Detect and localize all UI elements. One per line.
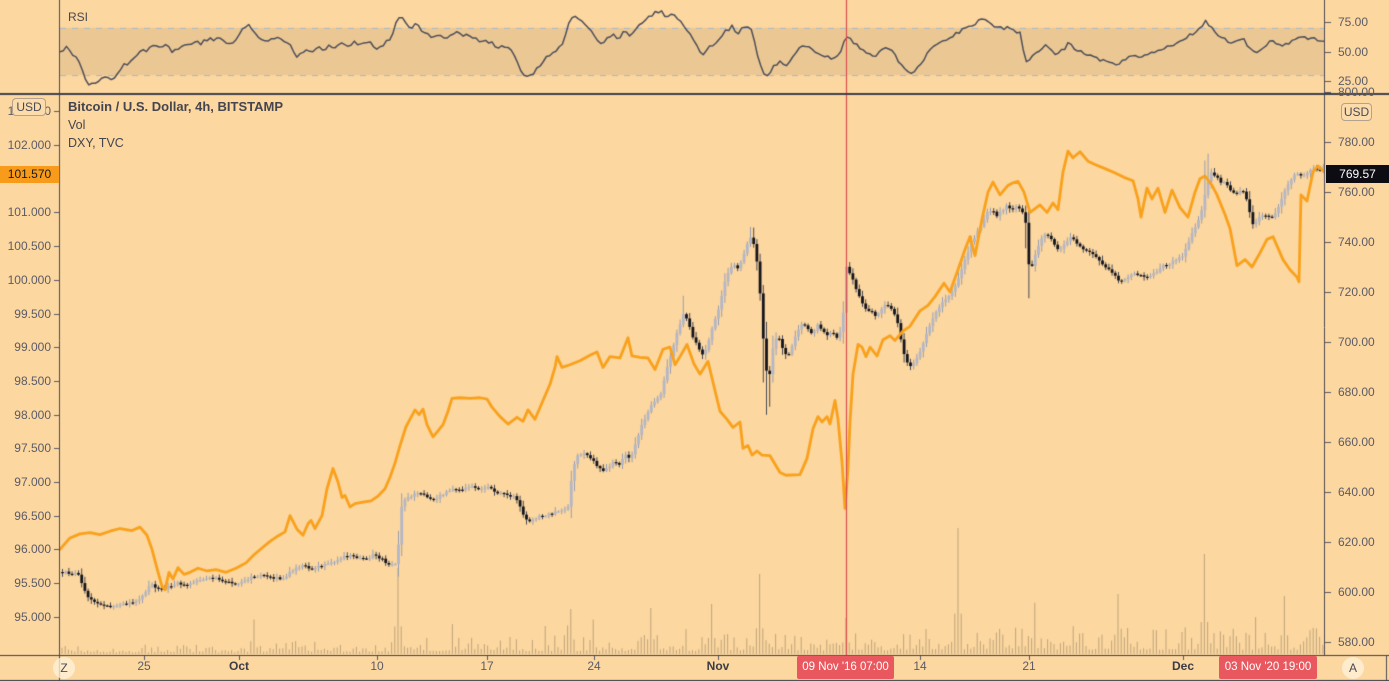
time-axis-label: 17 xyxy=(480,659,494,673)
right-axis-label: 800.00 xyxy=(1338,85,1375,99)
left-axis-label: 99.000 xyxy=(14,340,51,355)
left-axis-label: 97.500 xyxy=(14,441,51,456)
time-axis-label: Nov xyxy=(706,659,730,673)
rsi-pane-label: RSI xyxy=(68,10,89,24)
right-axis-label: 740.00 xyxy=(1338,235,1375,249)
left-axis-label: 99.500 xyxy=(14,306,51,321)
dxy-last-price-badge: 101.570 xyxy=(0,166,59,183)
event-date-badge-1[interactable]: 09 Nov '16 07:00 xyxy=(797,656,894,679)
rsi-axis-label: 50.00 xyxy=(1338,44,1369,59)
right-axis-label: 660.00 xyxy=(1338,435,1375,449)
time-axis-label: 10 xyxy=(370,659,384,673)
left-axis-label: 97.000 xyxy=(14,475,51,489)
left-axis-label: 101.000 xyxy=(7,205,51,220)
left-axis-label: 96.500 xyxy=(14,508,51,523)
right-axis-label: 720.00 xyxy=(1338,285,1375,299)
dxy-indicator-label: DXY, TVC xyxy=(68,136,124,150)
timezone-z-button[interactable]: Z xyxy=(53,657,75,679)
right-axis-label: 680.00 xyxy=(1338,385,1375,399)
right-axis-label: 580.00 xyxy=(1338,635,1375,649)
event-date-badge-2[interactable]: 03 Nov '20 19:00 xyxy=(1219,656,1317,679)
volume-indicator-label: Vol xyxy=(68,118,86,132)
right-axis-label: 640.00 xyxy=(1338,485,1375,499)
rsi-axis-label: 75.00 xyxy=(1338,15,1369,29)
time-axis-label: 14 xyxy=(913,659,927,673)
left-axis-label: 100.000 xyxy=(7,272,51,287)
time-axis-label: 21 xyxy=(1022,659,1036,673)
right-axis-label: 620.00 xyxy=(1338,535,1375,549)
time-axis-label: 24 xyxy=(587,659,601,673)
left-axis-label: 98.000 xyxy=(14,407,51,422)
right-axis-label: 780.00 xyxy=(1338,135,1375,149)
left-axis-label: 98.500 xyxy=(14,373,51,388)
time-axis-label: 25 xyxy=(137,659,151,673)
symbol-title: Bitcoin / U.S. Dollar, 4h, BITSTAMP xyxy=(68,99,284,114)
left-axis-label: 100.500 xyxy=(7,239,51,254)
right-axis-label: 700.00 xyxy=(1338,335,1375,349)
right-axis-currency-button[interactable]: USD xyxy=(1341,103,1372,121)
left-axis-currency-button[interactable]: USD xyxy=(12,98,46,116)
rsi-axis-label: 25.00 xyxy=(1338,74,1369,88)
time-axis-label: Dec xyxy=(1171,659,1195,673)
right-axis-label: 600.00 xyxy=(1338,585,1375,599)
btc-last-price-badge: 769.57 xyxy=(1326,165,1389,183)
left-axis-label: 95.500 xyxy=(14,576,51,591)
right-axis-label: 760.00 xyxy=(1338,185,1375,199)
left-axis-label: 102.000 xyxy=(7,138,51,152)
time-axis-label: Oct xyxy=(228,659,250,673)
auto-scale-a-button[interactable]: A xyxy=(1342,657,1364,679)
left-axis-label: 96.000 xyxy=(14,542,51,557)
left-axis-label: 95.000 xyxy=(14,609,51,624)
